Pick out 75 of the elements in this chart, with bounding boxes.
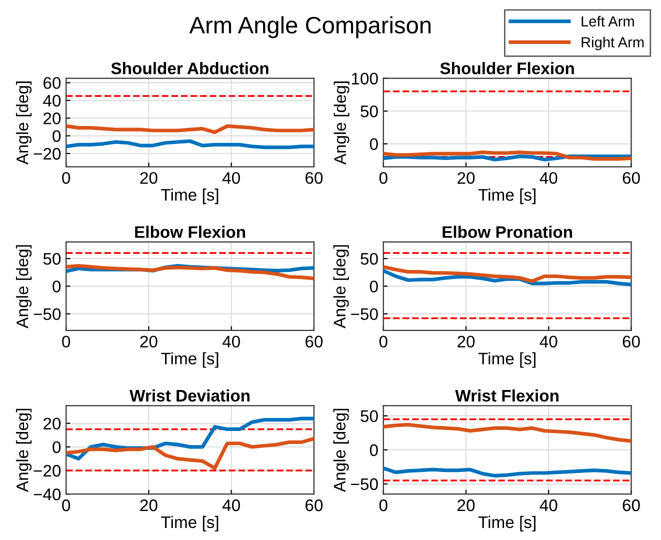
y-tick-label: 50 (360, 252, 378, 265)
y-axis-title: Angle [deg] (334, 82, 350, 165)
x-tick-label: 0 (62, 172, 70, 184)
y-axis-title: Angle [deg] (333, 408, 349, 492)
y-tick-label: −20 (34, 464, 61, 477)
y-tick-label: 0 (370, 280, 378, 292)
y-tick-label: 40 (43, 94, 61, 107)
x-tick-label: 20 (458, 172, 475, 184)
x-axis-title: Time [s] (478, 188, 536, 204)
y-tick-label: −50 (351, 478, 378, 490)
y-tick-label: −50 (351, 308, 378, 320)
x-tick-label: 60 (306, 172, 323, 184)
chart-title: Shoulder Abduction (111, 62, 268, 74)
line-series (383, 265, 632, 284)
x-tick-label: 20 (458, 499, 475, 512)
line-series (66, 139, 314, 150)
y-tick-label: 20 (44, 418, 61, 430)
y-axis-title: Angle [deg] (16, 408, 32, 492)
y-tick-label: 0 (370, 138, 378, 150)
y-axis-title: Angle [deg] (16, 245, 32, 328)
x-tick-label: 60 (306, 336, 323, 348)
y-tick-label: 60 (44, 77, 61, 89)
y-tick-label: 0 (52, 280, 61, 292)
y-tick-label: −20 (34, 148, 61, 160)
x-tick-label: 40 (540, 172, 558, 184)
x-tick-label: 20 (140, 172, 158, 184)
x-axis-title: Time [s] (478, 516, 536, 532)
x-tick-label: 0 (379, 336, 388, 348)
x-tick-label: 40 (222, 336, 240, 348)
x-axis-title: Time [s] (478, 352, 536, 368)
x-tick-label: 20 (140, 499, 158, 512)
chart-title: Shoulder Flexion (440, 62, 574, 74)
y-tick-label: 100 (352, 72, 378, 85)
y-tick-label: −40 (34, 488, 61, 500)
x-tick-label: 60 (622, 499, 640, 512)
x-tick-label: 0 (379, 499, 388, 512)
line-series (383, 422, 632, 443)
x-tick-label: 60 (622, 172, 640, 184)
y-tick-label: −50 (34, 308, 61, 320)
chart-title: Elbow Pronation (442, 226, 572, 238)
y-tick-label: 0 (52, 441, 61, 454)
legend-label: Left Arm (582, 16, 634, 27)
line-series (383, 268, 632, 286)
x-axis-title: Time [s] (161, 188, 218, 204)
x-tick-label: 60 (306, 499, 323, 512)
x-axis-title: Time [s] (161, 352, 218, 368)
chart-title: Wrist Deviation (130, 389, 250, 402)
legend-label: Right Arm (582, 36, 644, 50)
y-tick-label: 50 (360, 105, 378, 118)
line-series (383, 150, 632, 161)
x-axis-title: Time [s] (161, 516, 218, 532)
x-tick-label: 60 (622, 336, 640, 348)
y-tick-label: 50 (43, 252, 61, 265)
x-tick-label: 20 (140, 336, 158, 348)
text: Arm Angle Comparison (189, 16, 431, 38)
x-tick-label: 20 (458, 336, 475, 348)
y-axis-title: Angle [deg] (333, 245, 349, 328)
y-axis-title: Angle [deg] (16, 82, 32, 165)
x-tick-label: 40 (222, 499, 240, 512)
line-series (66, 436, 314, 470)
x-tick-label: 40 (540, 336, 558, 348)
y-tick-label: 0 (370, 444, 378, 456)
x-tick-label: 0 (62, 336, 70, 348)
x-tick-label: 40 (540, 499, 558, 512)
line-series (66, 124, 314, 134)
chart-title: Elbow Flexion (135, 226, 246, 238)
y-tick-label: 20 (44, 112, 61, 124)
x-tick-label: 40 (222, 172, 240, 184)
x-tick-label: 0 (62, 499, 70, 512)
y-tick-label: 50 (360, 410, 378, 422)
y-tick-label: 0 (52, 130, 61, 142)
x-tick-label: 0 (379, 172, 388, 184)
line-series (66, 264, 314, 280)
chart-title: Wrist Flexion (455, 389, 558, 402)
line-series (383, 466, 632, 478)
